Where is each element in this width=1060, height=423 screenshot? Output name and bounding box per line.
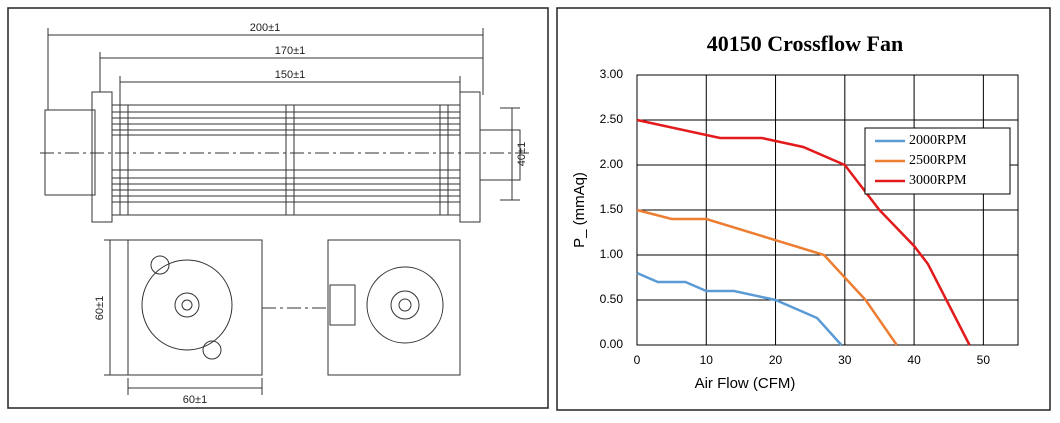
y-tick-label: 2.00 [600, 157, 624, 171]
dimension-label: 150±1 [275, 69, 306, 81]
x-tick-label: 10 [700, 353, 714, 367]
y-tick-label: 1.50 [600, 202, 624, 216]
x-tick-label: 20 [769, 353, 783, 367]
dimension-label: 200±1 [250, 22, 281, 34]
y-tick-label: 0.50 [600, 292, 624, 306]
y-axis-label: P_ (mmAq) [571, 172, 588, 248]
side-views [104, 239, 461, 395]
legend-label: 2500RPM [909, 153, 967, 168]
dimension-label: 60±1 [94, 296, 106, 320]
drawing-frame [7, 7, 549, 409]
x-tick-label: 30 [838, 353, 852, 367]
y-tick-label: 0.00 [600, 337, 624, 351]
series-line [636, 271, 843, 346]
drawing: 200±1 170±1 150±1 40±1 60±1 60±1 [7, 7, 549, 409]
series-line [636, 208, 898, 346]
legend-label: 2000RPM [909, 133, 967, 148]
legend-label: 3000RPM [909, 173, 967, 188]
y-tick-label: 2.50 [600, 112, 624, 126]
x-axis-label: Air Flow (CFM) [695, 375, 796, 392]
top-view [40, 28, 530, 223]
x-tick-label: 0 [634, 353, 641, 367]
dimension-label: 40±1 [516, 142, 528, 166]
y-tick-label: 1.00 [600, 247, 624, 261]
dimension-label: 60±1 [183, 394, 207, 406]
x-tick-label: 50 [977, 353, 991, 367]
chart-frame [556, 7, 1051, 411]
chart-title: 40150 Crossflow Fan [707, 31, 903, 56]
series-line [636, 118, 971, 346]
y-tick-label: 3.00 [600, 67, 624, 81]
x-tick-label: 40 [907, 353, 921, 367]
dimension-label: 170±1 [275, 45, 306, 57]
